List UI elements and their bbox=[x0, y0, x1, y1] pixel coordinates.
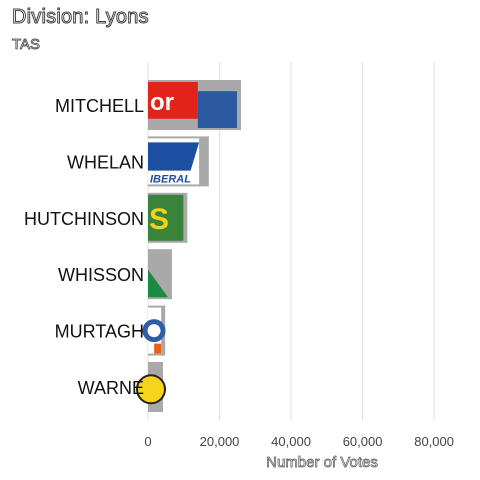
category-label-whelan: WHELAN bbox=[67, 152, 144, 172]
category-label-mitchell: MITCHELL bbox=[55, 96, 144, 116]
x-tick-label: 20,000 bbox=[200, 434, 240, 449]
svg-text:IBERAL: IBERAL bbox=[150, 173, 191, 185]
category-label-warne: WARNE bbox=[78, 378, 144, 398]
party-logo-liberal: IBERAL bbox=[148, 138, 199, 185]
category-label-whisson: WHISSON bbox=[58, 265, 144, 285]
x-tick-label: 0 bbox=[144, 434, 151, 449]
svg-text:S: S bbox=[149, 203, 169, 236]
category-label-murtagh: MURTAGH bbox=[55, 322, 144, 342]
svg-text:or: or bbox=[150, 89, 174, 116]
party-logo-greens: S bbox=[148, 195, 183, 241]
x-tick-label: 80,000 bbox=[414, 434, 454, 449]
category-label-hutchinson: HUTCHINSON bbox=[24, 209, 144, 229]
x-tick-label: 60,000 bbox=[343, 434, 383, 449]
x-tick-label: 40,000 bbox=[271, 434, 311, 449]
x-axis-label: Number of Votes bbox=[266, 454, 378, 471]
